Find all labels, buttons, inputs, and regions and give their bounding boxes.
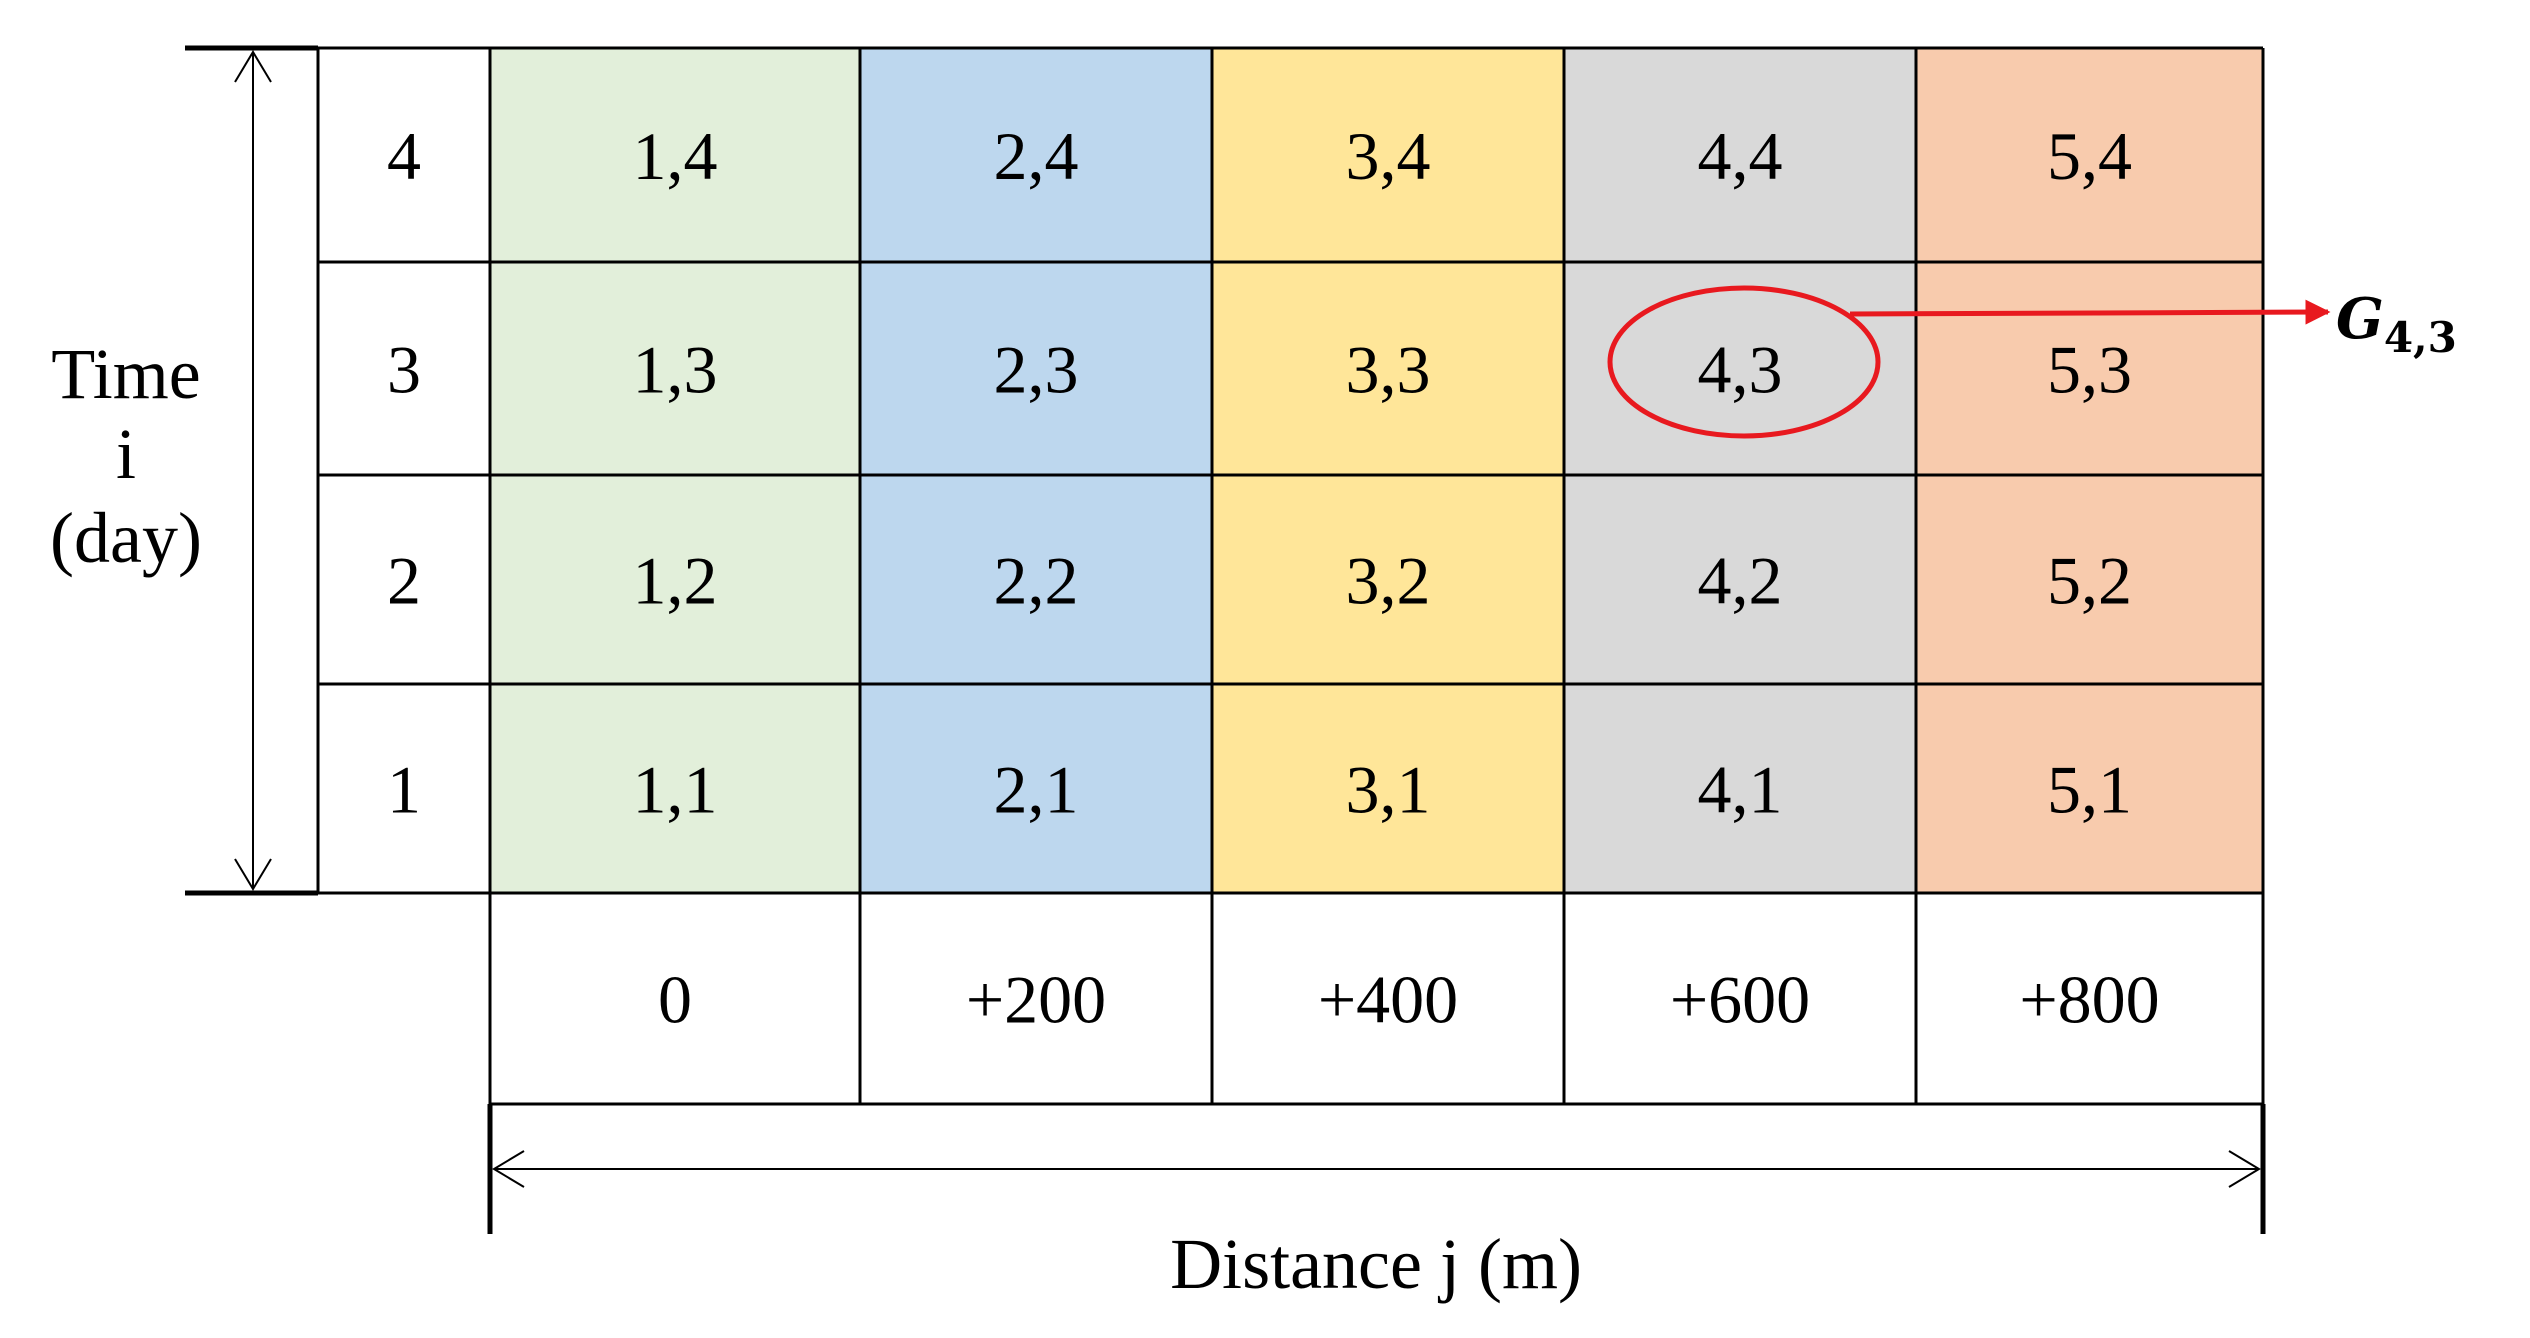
grid-cell-5-2: 5,2 — [2047, 543, 2132, 619]
grid-lines — [316, 46, 2265, 1106]
time-axis-label-line1: Time — [51, 334, 200, 414]
time-axis-label-line2: i — [116, 414, 136, 494]
column-fill-1 — [490, 48, 860, 893]
grid-cell-4-2: 4,2 — [1698, 543, 1783, 619]
highlight-ellipse — [1607, 285, 1881, 439]
grid-cell-1-2: 1,2 — [633, 543, 718, 619]
highlight-callout: G4,3 — [1607, 285, 2457, 439]
highlight-arrow — [1849, 299, 2331, 325]
time-value-3: 3 — [387, 332, 421, 408]
highlight-label-subscript: 4,3 — [2384, 313, 2457, 362]
distance-value-5: +800 — [2019, 962, 2159, 1038]
grid-cell-4-1: 4,1 — [1698, 752, 1783, 828]
grid-cell-4-3: 4,3 — [1698, 332, 1783, 408]
column-fill-4 — [1564, 48, 1916, 893]
grid-cell-5-1: 5,1 — [2047, 752, 2132, 828]
grid-cell-3-2: 3,2 — [1346, 543, 1431, 619]
distance-value-1: 0 — [658, 962, 692, 1038]
time-axis-arrow — [185, 45, 318, 896]
distance-value-2: +200 — [966, 962, 1106, 1038]
grid-cell-2-4: 2,4 — [994, 118, 1079, 194]
grid-texts: 4 3 2 1 1,4 2,4 3,4 4,4 5,4 1,3 2,3 3,3 4,3 5,3 1,2 2,2… — [387, 118, 2160, 1038]
grid-cell-1-3: 1,3 — [633, 332, 718, 408]
highlight-label: G4,3 — [2336, 286, 2457, 362]
column-fill-2 — [860, 48, 1212, 893]
highlight-label-main: G — [2336, 286, 2384, 352]
grid-cell-1-1: 1,1 — [633, 752, 718, 828]
grid-cell-2-2: 2,2 — [994, 543, 1079, 619]
grid-cell-3-4: 3,4 — [1346, 118, 1431, 194]
distance-axis-arrow — [487, 1104, 2266, 1234]
grid-cell-2-3: 2,3 — [994, 332, 1079, 408]
column-fill-5 — [1916, 48, 2263, 893]
distance-axis-label: Distance j (m) — [1170, 1224, 1582, 1304]
grid-cell-1-4: 1,4 — [633, 118, 718, 194]
grid-cell-3-3: 3,3 — [1346, 332, 1431, 408]
grid-cell-5-4: 5,4 — [2047, 118, 2132, 194]
column-fill-3 — [1212, 48, 1564, 893]
grid-cell-5-3: 5,3 — [2047, 332, 2132, 408]
grid-cell-3-1: 3,1 — [1346, 752, 1431, 828]
time-value-4: 4 — [387, 118, 421, 194]
grid-cell-4-4: 4,4 — [1698, 118, 1783, 194]
distance-value-3: +400 — [1318, 962, 1458, 1038]
time-axis-label-line3: (day) — [50, 498, 202, 578]
time-value-2: 2 — [387, 543, 421, 619]
grid-cell-2-1: 2,1 — [994, 752, 1079, 828]
time-value-1: 1 — [387, 752, 421, 828]
distance-value-4: +600 — [1670, 962, 1810, 1038]
grid-fills — [490, 48, 2263, 893]
